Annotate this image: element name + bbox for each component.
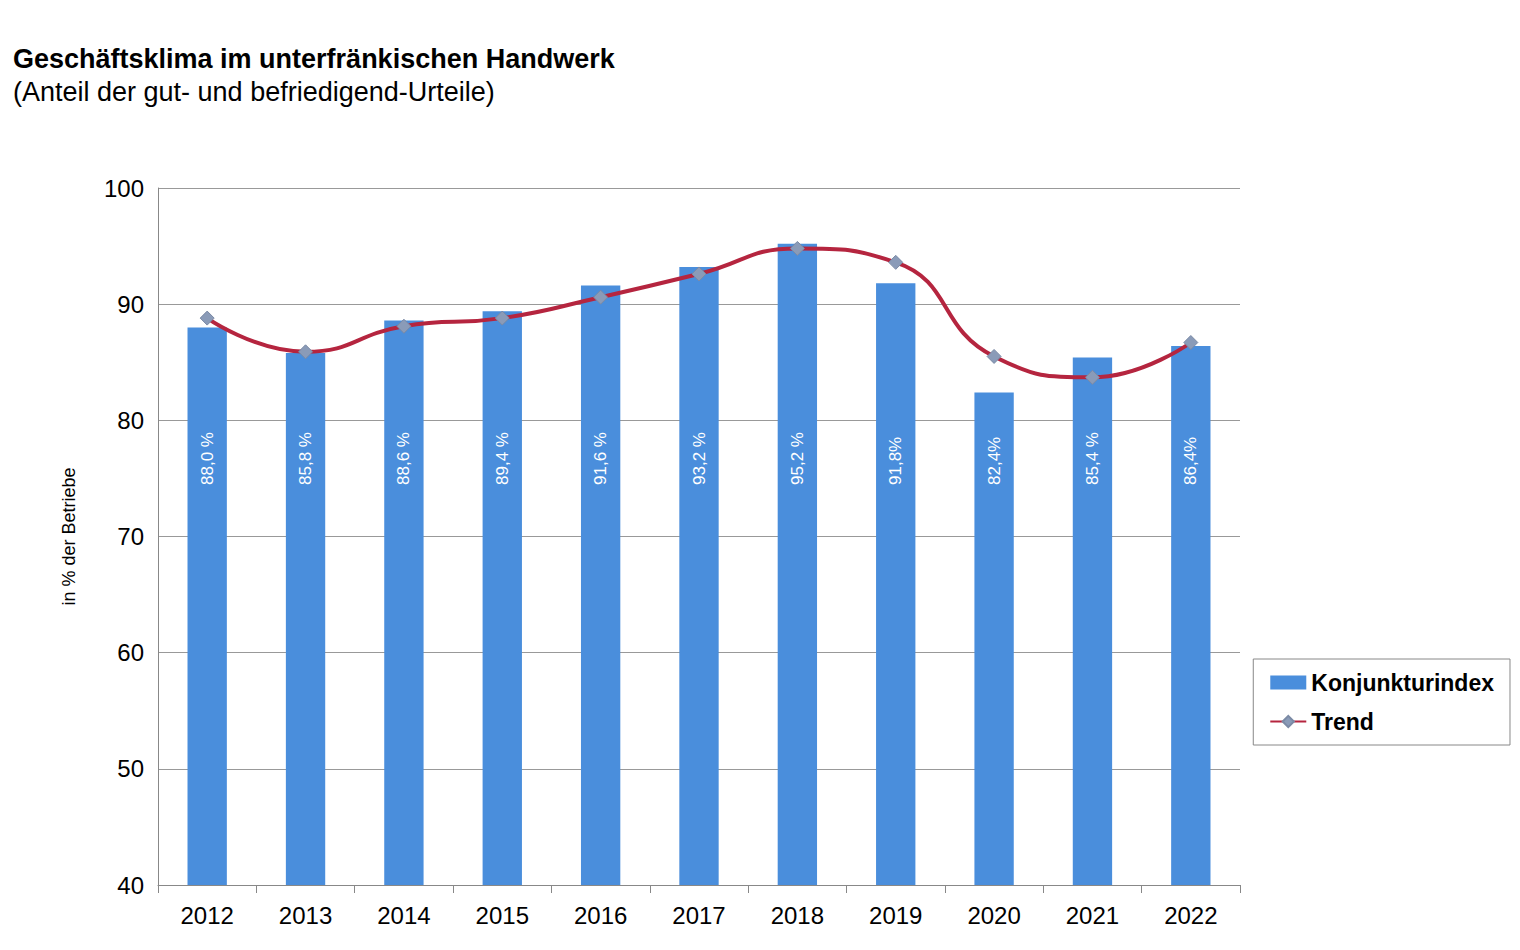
svg-text:82,4%: 82,4% <box>985 437 1004 485</box>
svg-text:91,6 %: 91,6 % <box>591 432 610 485</box>
svg-text:70: 70 <box>117 523 144 550</box>
svg-text:80: 80 <box>117 407 144 434</box>
svg-text:91,8%: 91,8% <box>886 437 905 485</box>
svg-text:90: 90 <box>117 291 144 318</box>
svg-text:Trend: Trend <box>1311 709 1374 735</box>
svg-text:(Anteil der gut- und befriedig: (Anteil der gut- und befriedigend-Urteil… <box>13 77 495 107</box>
svg-text:2015: 2015 <box>476 902 529 929</box>
svg-text:93,2 %: 93,2 % <box>690 432 709 485</box>
svg-text:40: 40 <box>117 872 144 899</box>
svg-text:95,2 %: 95,2 % <box>788 432 807 485</box>
svg-text:85,8 %: 85,8 % <box>296 432 315 485</box>
svg-text:2018: 2018 <box>771 902 824 929</box>
svg-text:Geschäftsklima im unterfränkis: Geschäftsklima im unterfränkischen Handw… <box>13 44 616 74</box>
svg-text:2014: 2014 <box>377 902 430 929</box>
svg-text:60: 60 <box>117 639 144 666</box>
svg-text:89,4 %: 89,4 % <box>493 432 512 485</box>
svg-text:2017: 2017 <box>672 902 725 929</box>
svg-text:2021: 2021 <box>1066 902 1119 929</box>
svg-text:2013: 2013 <box>279 902 332 929</box>
svg-text:2012: 2012 <box>180 902 233 929</box>
svg-text:2016: 2016 <box>574 902 627 929</box>
svg-text:2020: 2020 <box>967 902 1020 929</box>
svg-text:50: 50 <box>117 755 144 782</box>
svg-text:in % der Betriebe: in % der Betriebe <box>59 467 79 605</box>
svg-text:88,6 %: 88,6 % <box>394 432 413 485</box>
svg-text:85,4 %: 85,4 % <box>1083 432 1102 485</box>
svg-text:Konjunkturindex: Konjunkturindex <box>1311 670 1494 696</box>
svg-text:88,0 %: 88,0 % <box>198 432 217 485</box>
svg-text:86,4%: 86,4% <box>1181 437 1200 485</box>
svg-text:100: 100 <box>104 175 144 202</box>
svg-text:2019: 2019 <box>869 902 922 929</box>
svg-text:2022: 2022 <box>1164 902 1217 929</box>
